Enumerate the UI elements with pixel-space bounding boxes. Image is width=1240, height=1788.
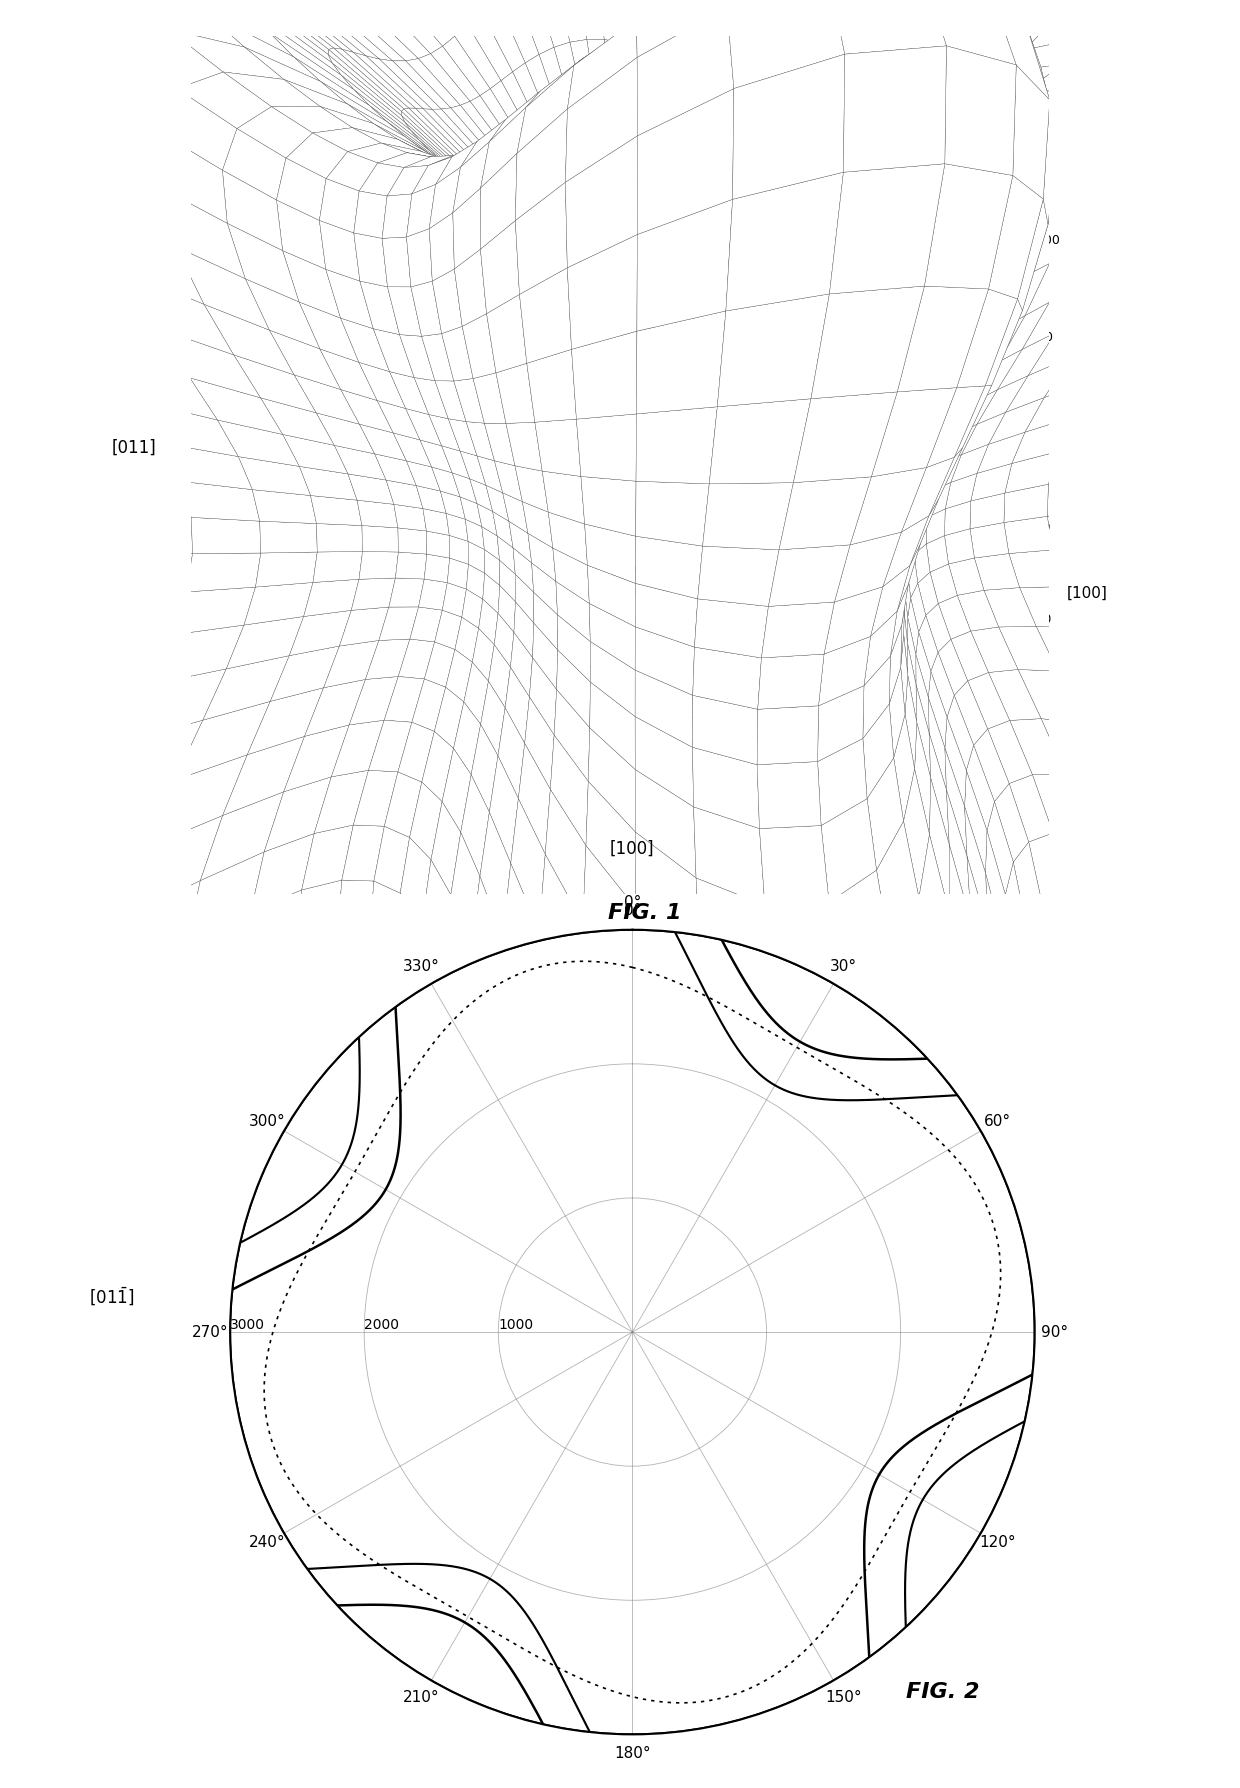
Text: [100]: [100] — [610, 839, 655, 858]
Text: FIG. 2: FIG. 2 — [905, 1683, 980, 1702]
Text: $[01\bar{1}]$: $[01\bar{1}]$ — [572, 946, 618, 967]
Text: 0°: 0° — [624, 894, 641, 910]
Text: [100]: [100] — [1066, 586, 1107, 601]
Text: $[01\bar{1}]$: $[01\bar{1}]$ — [89, 1286, 134, 1307]
Text: FIG. 1: FIG. 1 — [608, 903, 682, 923]
Text: [011]: [011] — [112, 438, 156, 456]
